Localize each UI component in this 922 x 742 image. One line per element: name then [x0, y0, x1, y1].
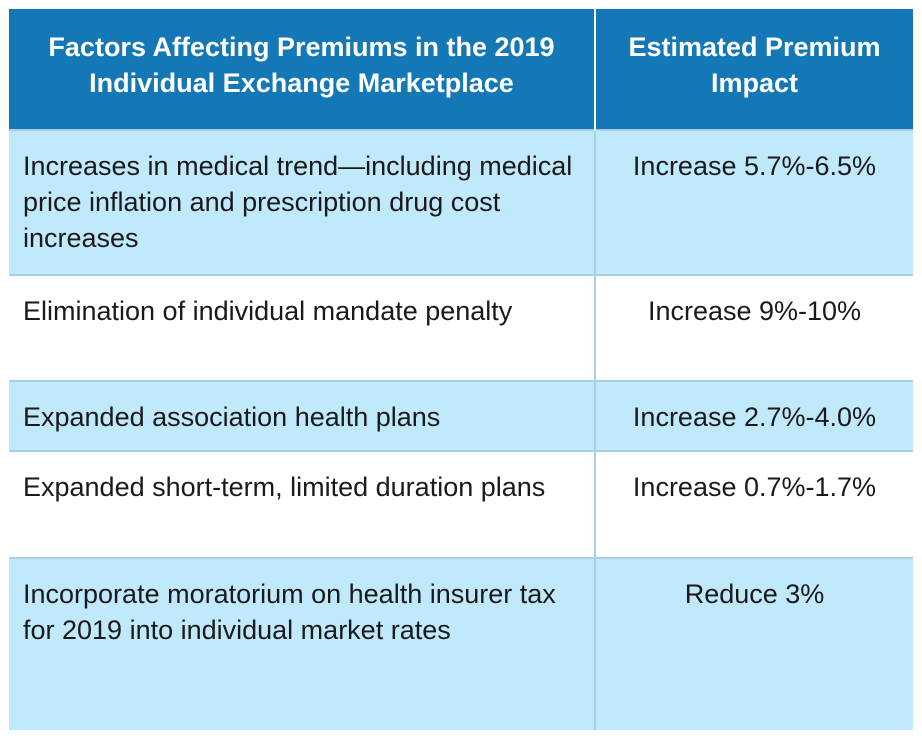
impact-cell: Increase 0.7%-1.7% — [595, 450, 913, 558]
factor-cell: Incorporate moratorium on health insurer… — [9, 556, 596, 730]
factor-cell: Expanded association health plans — [9, 379, 596, 452]
table-row: Expanded association health plans Increa… — [9, 379, 913, 452]
table-row: Increases in medical trend—including med… — [9, 129, 913, 275]
table-row: Elimination of individual mandate penalt… — [9, 273, 913, 381]
factor-cell: Increases in medical trend—including med… — [9, 129, 596, 275]
premium-factors-table: Factors Affecting Premiums in the 2019 I… — [9, 9, 913, 730]
table-row: Incorporate moratorium on health insurer… — [9, 556, 913, 730]
impact-cell: Reduce 3% — [595, 556, 913, 730]
impact-cell: Increase 9%-10% — [595, 273, 913, 381]
premium-factors-table-container: Factors Affecting Premiums in the 2019 I… — [9, 9, 913, 730]
factor-cell: Elimination of individual mandate penalt… — [9, 273, 596, 381]
header-factors: Factors Affecting Premiums in the 2019 I… — [9, 9, 596, 130]
factor-cell: Expanded short-term, limited duration pl… — [9, 450, 596, 558]
impact-cell: Increase 2.7%-4.0% — [595, 379, 913, 452]
header-premium-impact: Estimated Premium Impact — [595, 9, 913, 130]
impact-cell: Increase 5.7%-6.5% — [595, 129, 913, 275]
table-header-row: Factors Affecting Premiums in the 2019 I… — [9, 9, 913, 130]
table-row: Expanded short-term, limited duration pl… — [9, 450, 913, 558]
